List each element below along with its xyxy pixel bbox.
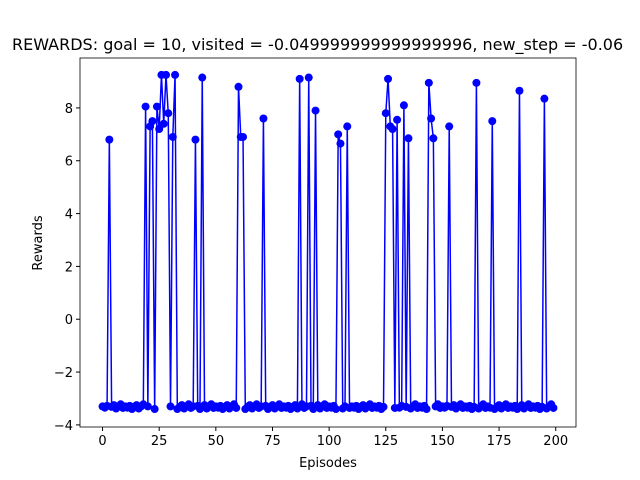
series-line xyxy=(102,74,555,412)
x-tick-label: 150 xyxy=(430,434,455,449)
point xyxy=(549,403,558,412)
point xyxy=(472,78,481,87)
point xyxy=(515,86,524,95)
y-tick-label: −2 xyxy=(54,366,73,381)
point xyxy=(198,73,207,82)
point xyxy=(445,122,454,131)
point xyxy=(388,125,397,134)
point xyxy=(399,101,408,110)
point xyxy=(191,135,200,144)
y-tick-label: 6 xyxy=(65,155,73,170)
point xyxy=(384,74,393,83)
x-tick-label: 125 xyxy=(373,434,398,449)
y-tick-label: 4 xyxy=(65,208,73,223)
point xyxy=(155,125,164,134)
y-tick-label: 8 xyxy=(65,102,73,117)
point xyxy=(143,402,152,411)
point xyxy=(141,102,150,111)
chart-title: REWARDS: goal = 10, visited = -0.0499999… xyxy=(12,35,623,55)
point xyxy=(422,405,431,414)
point xyxy=(393,115,402,124)
point xyxy=(150,405,159,414)
x-tick-label: 50 xyxy=(208,434,225,449)
point xyxy=(334,130,343,139)
point xyxy=(168,132,177,141)
x-tick-label: 75 xyxy=(264,434,281,449)
point xyxy=(540,94,549,103)
point xyxy=(259,114,268,123)
point xyxy=(239,132,248,141)
point xyxy=(159,119,168,128)
point xyxy=(429,134,438,143)
point xyxy=(336,139,345,148)
point xyxy=(148,117,157,126)
point xyxy=(488,117,497,126)
point xyxy=(381,109,390,118)
point xyxy=(164,109,173,118)
x-tick-label: 175 xyxy=(487,434,512,449)
point xyxy=(166,402,175,411)
y-axis-label: Rewards xyxy=(31,215,46,270)
point xyxy=(404,134,413,143)
plot-frame xyxy=(79,57,577,428)
point xyxy=(234,82,243,91)
x-tick-label: 100 xyxy=(317,434,342,449)
x-axis-label: Episodes xyxy=(299,456,357,471)
x-tick-label: 25 xyxy=(151,434,168,449)
point xyxy=(427,114,436,123)
point xyxy=(295,74,304,83)
x-tick-label: 200 xyxy=(543,434,568,449)
y-tick-label: 0 xyxy=(65,313,73,328)
point xyxy=(152,102,161,111)
point xyxy=(331,405,340,414)
point xyxy=(343,122,352,131)
point xyxy=(171,70,180,79)
point xyxy=(424,78,433,87)
x-tick-label: 0 xyxy=(98,434,106,449)
point xyxy=(232,403,241,412)
y-tick-label: −4 xyxy=(54,419,73,434)
point xyxy=(304,73,313,82)
point xyxy=(311,106,320,115)
point xyxy=(379,402,388,411)
point xyxy=(105,135,114,144)
y-tick-label: 2 xyxy=(65,260,73,275)
point xyxy=(161,70,170,79)
